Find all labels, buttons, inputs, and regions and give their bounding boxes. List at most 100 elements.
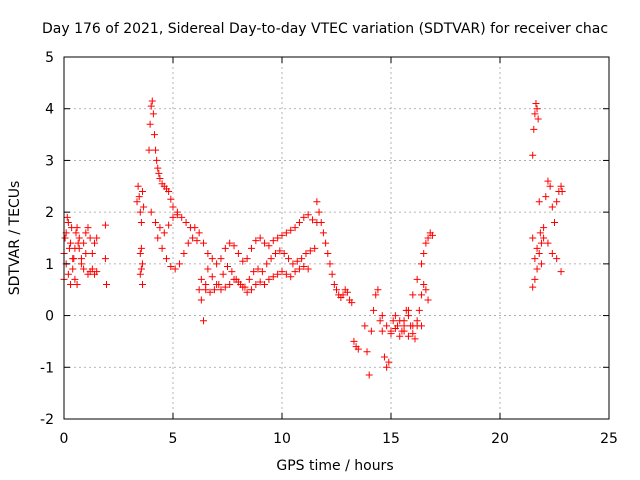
data-point [184, 239, 192, 247]
data-point [542, 193, 550, 201]
data-point [147, 208, 155, 216]
data-point [88, 250, 96, 258]
data-point [72, 229, 80, 237]
data-point [378, 312, 386, 320]
data-point [400, 327, 408, 335]
data-point [285, 255, 293, 263]
x-tick-label: 10 [273, 431, 291, 447]
y-tick-label: 3 [45, 153, 54, 169]
data-point [324, 250, 332, 258]
data-point [365, 371, 373, 379]
chart-title: Day 176 of 2021, Sidereal Day-to-day VTE… [42, 21, 608, 37]
data-point [302, 250, 310, 258]
data-point [101, 221, 109, 229]
data-point [535, 198, 543, 206]
x-tick-label: 20 [491, 431, 509, 447]
y-tick-label: 4 [45, 102, 54, 118]
data-point [557, 182, 565, 190]
data-point [276, 247, 284, 255]
data-point [540, 224, 548, 232]
data-point [295, 218, 303, 226]
data-point [197, 275, 205, 283]
data-point [529, 234, 537, 242]
data-point [544, 177, 552, 185]
data-point [309, 216, 317, 224]
data-point [411, 335, 419, 343]
data-point [82, 250, 90, 258]
data-point [74, 239, 82, 247]
data-point [239, 257, 247, 265]
data-point [553, 198, 561, 206]
data-point [234, 278, 242, 286]
data-point [178, 213, 186, 221]
y-axis-label: SDTVAR / TECUs [7, 181, 23, 296]
data-point [82, 229, 90, 237]
data-point [537, 260, 545, 268]
data-point [189, 234, 197, 242]
data-point [173, 211, 181, 219]
data-point [422, 286, 430, 294]
data-point [289, 260, 297, 268]
data-point [413, 275, 421, 283]
data-point [267, 255, 275, 263]
data-point [226, 281, 234, 289]
data-point [68, 224, 76, 232]
data-point [149, 110, 157, 118]
data-point [191, 224, 199, 232]
data-point [61, 234, 69, 242]
data-point [160, 229, 168, 237]
data-point [293, 257, 301, 265]
data-points [60, 97, 566, 379]
data-point [280, 250, 288, 258]
x-tick-label: 15 [382, 431, 400, 447]
data-point [404, 306, 412, 314]
data-point [137, 244, 145, 252]
data-point [103, 281, 111, 289]
data-point [269, 273, 277, 281]
data-point [278, 268, 286, 276]
data-point [162, 255, 170, 263]
data-point [418, 260, 426, 268]
y-tick-label: 0 [45, 309, 54, 325]
data-point [271, 250, 279, 258]
data-point [197, 296, 205, 304]
data-point [136, 250, 144, 258]
data-point [533, 244, 541, 252]
data-point [391, 325, 399, 332]
data-point [540, 234, 548, 242]
data-point [282, 229, 290, 237]
data-point [422, 239, 430, 247]
data-point [532, 100, 540, 108]
data-point [64, 218, 72, 226]
data-point [86, 234, 94, 242]
data-point [531, 110, 539, 118]
data-point [206, 288, 214, 296]
data-point [409, 322, 417, 330]
data-point [140, 203, 148, 211]
data-point [418, 291, 426, 299]
data-point [367, 327, 375, 335]
data-point [287, 273, 295, 281]
data-point [252, 281, 260, 289]
data-point [200, 317, 208, 325]
data-point [250, 268, 258, 276]
data-point [558, 187, 566, 195]
data-point [313, 198, 321, 206]
data-point [534, 115, 542, 123]
data-point [256, 278, 264, 286]
data-point [361, 322, 369, 330]
data-point [553, 255, 561, 263]
data-point [343, 288, 351, 296]
data-point [228, 268, 236, 276]
data-point [531, 275, 539, 283]
data-point [404, 332, 412, 340]
data-point [146, 120, 154, 128]
data-point [537, 239, 545, 247]
x-tick-label: 0 [60, 431, 69, 447]
data-point [333, 286, 340, 294]
y-tick-label: -1 [40, 360, 54, 376]
data-point [239, 283, 247, 291]
data-point [167, 262, 175, 270]
data-point [274, 234, 282, 242]
data-point [69, 265, 77, 273]
